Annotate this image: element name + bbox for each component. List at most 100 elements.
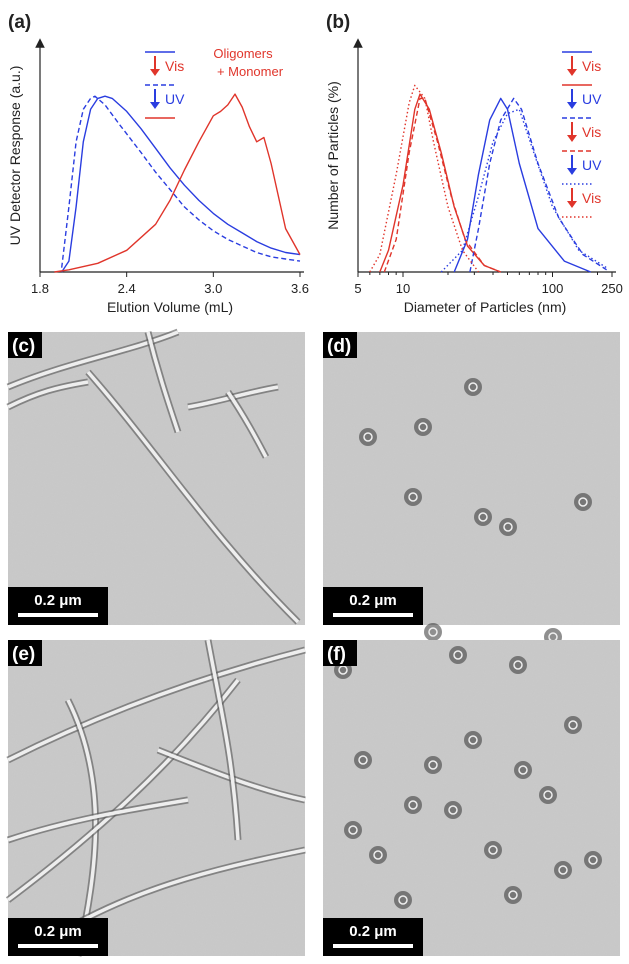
legend-arrowhead (150, 69, 160, 76)
fibril (206, 639, 240, 841)
particle (453, 650, 463, 660)
particle-halo (424, 623, 442, 641)
label-bg (8, 640, 42, 666)
particle (588, 855, 598, 865)
scale-bar (18, 944, 98, 948)
particle-halo (404, 488, 422, 506)
particle-halo (394, 891, 412, 909)
particle-halo (449, 646, 467, 664)
particle (428, 760, 438, 770)
particle-halo (464, 378, 482, 396)
legend-label: UV (582, 157, 602, 173)
fibril (7, 648, 306, 762)
fibril (7, 330, 179, 389)
legend-label: Vis (582, 124, 601, 140)
micrograph-grain (8, 640, 305, 956)
x-axis-label: Elution Volume (mL) (107, 299, 233, 315)
panel-label: (d) (327, 336, 351, 357)
particle (578, 497, 588, 507)
particle-halo (369, 846, 387, 864)
particle (488, 845, 498, 855)
data-line (61, 95, 301, 268)
particle (398, 895, 408, 905)
scale-bar-label: 0.2 μm (349, 592, 397, 609)
particle (568, 720, 578, 730)
fibril (146, 331, 180, 433)
scale-bar (333, 944, 413, 948)
particle-halo (514, 761, 532, 779)
legend-label: UV (165, 91, 185, 107)
x-tick-label: 5 (354, 281, 361, 296)
x-tick-label: 2.4 (118, 281, 136, 296)
particle (448, 805, 458, 815)
fibril (226, 391, 268, 458)
panel-label: (b) (326, 12, 350, 33)
data-line (61, 95, 301, 273)
micrograph-grain (323, 332, 620, 625)
micrograph: (e) 0.2 μm (5, 639, 306, 957)
legend-label: UV (582, 91, 602, 107)
data-line (453, 97, 591, 273)
micrograph-grain (323, 640, 620, 956)
particle (408, 492, 418, 502)
scale-bar-bg (323, 918, 423, 956)
data-line (383, 97, 501, 273)
panel-label: (f) (327, 644, 346, 665)
particle (503, 522, 513, 532)
particle (363, 432, 373, 442)
legend-arrowhead (567, 201, 577, 208)
scale-bar (18, 613, 98, 617)
label-bg (323, 640, 357, 666)
micrograph: (c) 0.2 μm (6, 328, 305, 625)
particle (373, 850, 383, 860)
particle (543, 790, 553, 800)
particle (478, 512, 488, 522)
particle (558, 865, 568, 875)
particle (418, 422, 428, 432)
legend-arrowhead (567, 102, 577, 109)
y-axis-label: UV Detector Response (a.u.) (7, 66, 23, 246)
fibril (7, 380, 89, 409)
x-tick-label: 10 (396, 281, 410, 296)
particle-halo (404, 796, 422, 814)
data-line (54, 93, 301, 273)
particle-halo (344, 821, 362, 839)
particle (513, 660, 523, 670)
legend-arrowhead (567, 135, 577, 142)
y-axis-label: Number of Particles (%) (325, 81, 341, 230)
micrograph: (f) 0.2 μm (323, 640, 620, 956)
particle-halo (584, 851, 602, 869)
particle (428, 627, 438, 637)
particle (518, 765, 528, 775)
particle (468, 382, 478, 392)
x-tick-label: 1.8 (31, 281, 49, 296)
panel-label: (c) (12, 336, 35, 357)
panel-label: (e) (12, 644, 35, 665)
particle-halo (464, 731, 482, 749)
particle-halo (554, 861, 572, 879)
x-tick-label: 3.6 (291, 281, 309, 296)
fibril (6, 678, 240, 902)
scale-bar-bg (8, 587, 108, 625)
particle-halo (484, 841, 502, 859)
legend-arrowhead (567, 168, 577, 175)
data-line (369, 84, 480, 273)
legend-label: Vis (165, 58, 184, 74)
particle-halo (509, 656, 527, 674)
label-bg (8, 332, 42, 358)
particle (468, 735, 478, 745)
legend-arrowhead (150, 102, 160, 109)
x-tick-label: 250 (601, 281, 623, 296)
legend-arrowhead (567, 69, 577, 76)
particle-halo (474, 508, 492, 526)
data-line (440, 108, 607, 273)
x-tick-label: 100 (542, 281, 564, 296)
particle (348, 825, 358, 835)
particle-halo (499, 518, 517, 536)
annotation: Oligomers (213, 46, 273, 61)
label-bg (323, 332, 357, 358)
particle (508, 890, 518, 900)
particle-halo (574, 493, 592, 511)
